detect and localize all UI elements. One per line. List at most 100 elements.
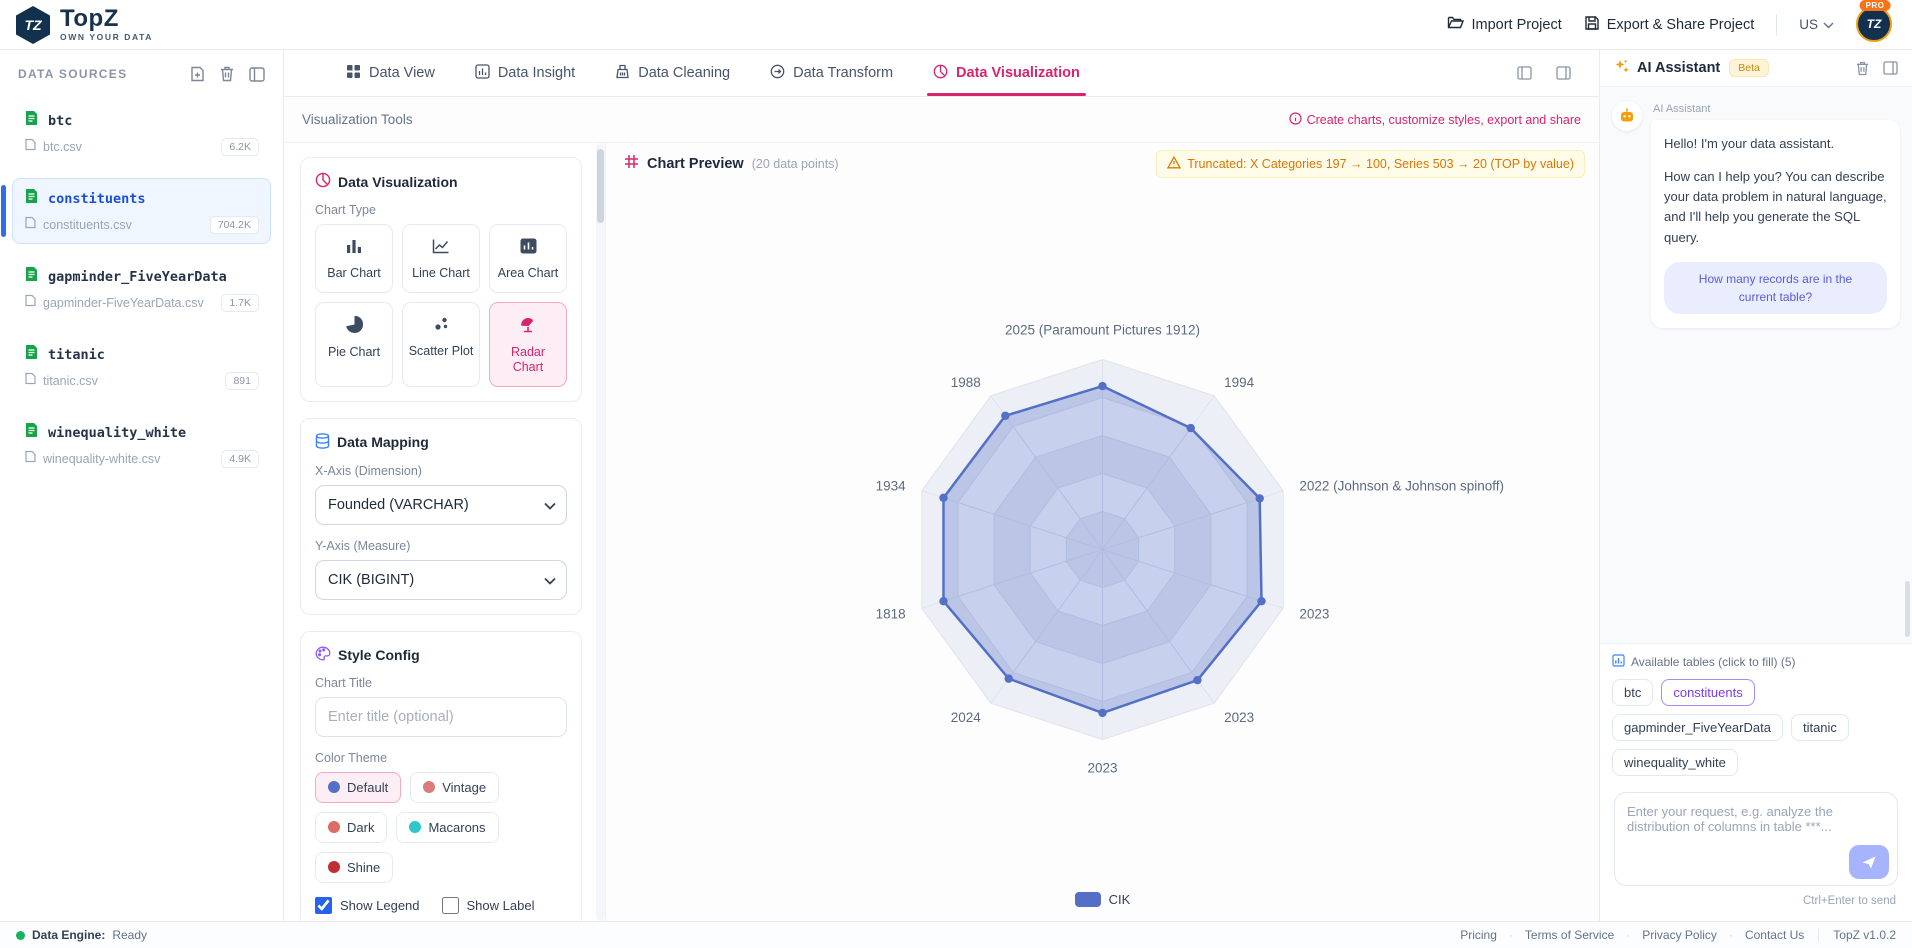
footer-link-contact[interactable]: Contact Us [1744, 928, 1805, 942]
theme-color-dot [328, 861, 340, 874]
chart-title-input[interactable] [315, 696, 567, 737]
legend-swatch [1074, 892, 1101, 907]
add-source-button[interactable] [190, 66, 205, 82]
theme-color-dot [423, 781, 436, 794]
info-icon [1288, 111, 1302, 128]
svg-text:2022 (Johnson & Johnson spinof: 2022 (Johnson & Johnson spinoff) [1299, 479, 1504, 494]
svg-text:2024: 2024 [951, 710, 982, 725]
theme-vintage[interactable]: Vintage [410, 771, 500, 803]
svg-text:1994: 1994 [1224, 375, 1255, 390]
legend-label: CIK [1108, 892, 1131, 907]
collapse-left-panel-button[interactable] [1517, 66, 1532, 80]
theme-dark[interactable]: Dark [315, 811, 388, 843]
chevron-down-icon [1823, 17, 1834, 32]
row-count-badge: 6.2K [221, 138, 259, 156]
data-source-item-constituents[interactable]: constituents constituents.csv 704.2K [1, 178, 271, 244]
csv-file-icon [24, 188, 39, 209]
line-chart-icon [431, 237, 451, 258]
file-icon [25, 216, 36, 234]
data-source-item-btc[interactable]: btc btc.csv 6.2K [12, 100, 271, 166]
file-icon [25, 450, 36, 468]
tab-data-view[interactable]: Data View [346, 50, 435, 96]
csv-file-icon [24, 110, 39, 131]
sparkles-icon [1614, 58, 1630, 79]
chat-scrollbar-thumb[interactable] [1905, 581, 1910, 637]
robot-icon [1621, 108, 1633, 122]
bar-chart-icon [344, 237, 364, 258]
chart-type-area[interactable]: Area Chart [489, 224, 567, 293]
beta-badge: Beta [1729, 59, 1769, 77]
theme-default[interactable]: Default [315, 771, 402, 803]
x-axis-select[interactable]: Founded (VARCHAR) [315, 484, 567, 525]
chart-type-pie[interactable]: Pie Chart [315, 301, 393, 387]
table-chip-gapminder[interactable]: gapminder_FiveYearData [1612, 714, 1783, 741]
tab-data-transform[interactable]: Data Transform [770, 50, 893, 96]
radar-chart: 2025 (Paramount Pictures 1912) 1994 2022 (… [606, 185, 1599, 886]
transform-icon [770, 64, 785, 83]
chart-legend[interactable]: CIK [606, 886, 1599, 921]
chart-title-label: Chart Title [315, 675, 372, 690]
app-logo: TZ TopZ OWN YOUR DATA [14, 5, 153, 45]
file-icon [25, 294, 36, 312]
collapse-right-panel-button[interactable] [1556, 66, 1571, 80]
theme-shine[interactable]: Shine [315, 851, 394, 883]
status-bar: Data Engine: Ready Pricing · Terms of Se… [0, 921, 1912, 948]
svg-text:2023: 2023 [1087, 761, 1117, 776]
logo-tagline: OWN YOUR DATA [60, 31, 154, 42]
data-mapping-card: Data Mapping X-Axis (Dimension) Founded … [300, 417, 582, 615]
suggested-question-button[interactable]: How many records are in the current tabl… [1664, 261, 1887, 314]
footer-link-privacy[interactable]: Privacy Policy [1642, 928, 1717, 942]
locale-dropdown[interactable]: US [1799, 17, 1834, 32]
engine-label: Data Engine: [32, 928, 106, 942]
data-sources-sidebar: DATA SOURCES btc [0, 50, 284, 921]
chart-preview-title: Chart Preview [647, 156, 744, 172]
row-count-badge: 1.7K [221, 294, 259, 312]
send-icon [1862, 856, 1876, 868]
tab-data-cleaning[interactable]: Data Cleaning [615, 50, 730, 96]
csv-file-icon [24, 266, 39, 287]
show-legend-input[interactable] [315, 896, 332, 914]
svg-text:TZ: TZ [24, 17, 42, 33]
theme-macarons[interactable]: Macarons [396, 811, 499, 843]
tools-scrollbar[interactable] [596, 143, 605, 921]
send-button[interactable] [1849, 845, 1889, 879]
collapse-ai-panel-button[interactable] [1883, 61, 1898, 76]
tab-data-visualization[interactable]: Data Visualization [927, 50, 1086, 96]
grid-icon [346, 64, 361, 83]
ai-input-zone: Ctrl+Enter to send [1600, 788, 1912, 921]
chart-type-line[interactable]: Line Chart [402, 224, 480, 293]
footer-link-pricing[interactable]: Pricing [1460, 928, 1497, 942]
y-axis-select[interactable]: CIK (BIGINT) [315, 559, 567, 600]
csv-file-icon [24, 344, 39, 365]
export-share-project-button[interactable]: Export & Share Project [1584, 15, 1754, 35]
scrollbar-thumb[interactable] [597, 149, 604, 223]
pie-chart-icon [315, 172, 331, 191]
footer-link-terms[interactable]: Terms of Service [1524, 928, 1615, 942]
show-legend-checkbox[interactable]: Show Legend [315, 896, 420, 914]
style-config-title: Style Config [338, 646, 420, 663]
data-source-item-winequality[interactable]: winequality_white winequality-white.csv … [12, 412, 271, 478]
user-avatar[interactable]: TZ PRO [1856, 0, 1894, 44]
table-chip-btc[interactable]: btc [1612, 679, 1654, 706]
clear-chat-button[interactable] [1856, 61, 1869, 76]
chart-type-bar[interactable]: Bar Chart [315, 224, 393, 293]
table-chip-titanic[interactable]: titanic [1790, 714, 1849, 741]
table-chip-winequality[interactable]: winequality_white [1612, 749, 1738, 776]
collapse-sidebar-button[interactable] [249, 66, 265, 82]
import-project-button[interactable]: Import Project [1447, 15, 1562, 34]
divider [1776, 13, 1778, 36]
file-icon [25, 138, 36, 156]
data-source-item-titanic[interactable]: titanic titanic.csv 891 [12, 334, 271, 400]
delete-source-button[interactable] [220, 66, 234, 82]
chart-type-scatter[interactable]: Scatter Plot [402, 301, 480, 387]
data-source-item-gapminder[interactable]: gapminder_FiveYearData gapminder-FiveYea… [12, 256, 271, 322]
chart-type-radar[interactable]: Radar Chart [489, 301, 567, 387]
table-chip-constituents[interactable]: constituents [1661, 679, 1755, 706]
truncation-warning-badge: Truncated: X Categories 197 → 100, Serie… [1156, 150, 1585, 178]
tab-data-insight[interactable]: Data Insight [475, 50, 575, 96]
svg-text:1818: 1818 [876, 606, 906, 621]
send-hint: Ctrl+Enter to send [1802, 895, 1896, 907]
show-label-input[interactable] [441, 896, 459, 914]
chart-preview-area: Chart Preview (20 data points) Truncated… [605, 143, 1599, 921]
show-label-checkbox[interactable]: Show Label [441, 896, 534, 914]
